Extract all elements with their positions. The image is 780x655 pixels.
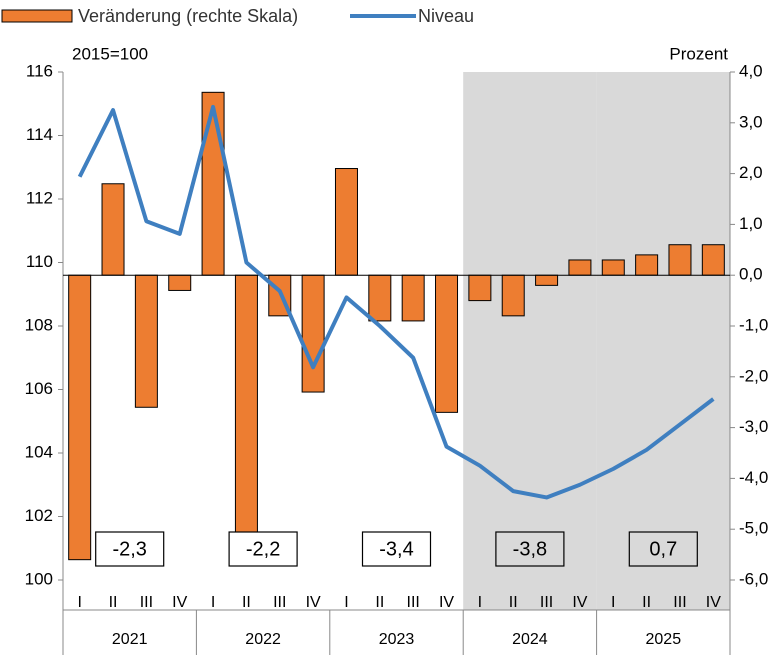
bar (501, 274, 525, 317)
y-tick-label: 110 (26, 252, 53, 271)
y-tick-label: 112 (26, 188, 53, 207)
y2-tick-label: -6,0 (739, 569, 768, 588)
y-tick-label: 114 (26, 125, 53, 144)
bar (301, 274, 325, 393)
x-tick-label: II (242, 594, 251, 611)
legend-label: Niveau (418, 6, 474, 26)
x-tick-label: I (77, 594, 81, 611)
y2-tick-label: 1,0 (739, 214, 763, 233)
bar (635, 254, 659, 276)
bar (435, 274, 459, 413)
bar (701, 244, 725, 276)
y2-tick-label: 4,0 (739, 61, 763, 80)
bar (68, 274, 92, 561)
x-tick-label: I (611, 594, 615, 611)
x-tick-label: III (540, 594, 553, 611)
y2-tick-label: -2,0 (739, 366, 768, 385)
bar (201, 91, 225, 276)
bar (101, 183, 125, 276)
y2-tick-label: -5,0 (739, 519, 768, 538)
year-label: 2023 (379, 631, 415, 648)
x-tick-label: IV (706, 594, 721, 611)
x-tick-label: IV (572, 594, 587, 611)
annual-label: -3,4 (379, 538, 413, 560)
bar (168, 274, 192, 291)
right-unit: Prozent (669, 44, 728, 63)
bar (468, 274, 492, 302)
x-tick-label: III (673, 594, 686, 611)
x-tick-label: IV (172, 594, 187, 611)
bar (568, 259, 592, 276)
y2-tick-label: -1,0 (739, 315, 768, 334)
y2-tick-label: 2,0 (739, 163, 763, 182)
annual-box (228, 531, 298, 567)
y2-tick-label: -3,0 (739, 417, 768, 436)
bar (401, 274, 425, 322)
shaded-region (596, 72, 730, 610)
annual-box (628, 531, 698, 567)
line (77, 104, 715, 500)
annual-box (95, 531, 165, 567)
bar (668, 244, 692, 276)
year-label: 2021 (112, 631, 148, 648)
x-tick-label: I (344, 594, 348, 611)
annual-label: -2,3 (112, 538, 146, 560)
x-tick-label: III (273, 594, 286, 611)
year-label: 2022 (245, 631, 281, 648)
y-tick-label: 106 (25, 379, 53, 398)
y-tick-label: 108 (25, 315, 53, 334)
bar (368, 274, 392, 322)
x-tick-label: I (211, 594, 215, 611)
y2-tick-label: 0,0 (739, 265, 763, 284)
y2-tick-label: -4,0 (739, 468, 768, 487)
x-tick-label: IV (306, 594, 321, 611)
annual-label: 0,7 (649, 538, 677, 560)
x-tick-label: III (407, 594, 420, 611)
x-tick-label: I (478, 594, 482, 611)
annual-label: -2,2 (246, 538, 280, 560)
annual-box (495, 531, 565, 567)
year-label: 2024 (512, 631, 548, 648)
x-tick-label: II (375, 594, 384, 611)
bar (134, 274, 158, 408)
bar (234, 274, 258, 556)
y-tick-label: 100 (25, 569, 53, 588)
x-tick-label: IV (439, 594, 454, 611)
x-tick-label: II (509, 594, 518, 611)
year-label: 2025 (646, 631, 682, 648)
x-tick-label: III (140, 594, 153, 611)
legend-swatch (1, 9, 73, 23)
left-unit: 2015=100 (72, 44, 148, 63)
y-tick-label: 102 (25, 506, 53, 525)
y-tick-label: 104 (25, 442, 53, 461)
x-tick-label: II (109, 594, 118, 611)
y-tick-label: 116 (26, 61, 53, 80)
x-tick-label: II (642, 594, 651, 611)
bar (601, 259, 625, 276)
bar (334, 168, 358, 276)
annual-box (361, 531, 432, 567)
shaded-region (463, 72, 597, 610)
legend-label: Veränderung (rechte Skala) (78, 6, 298, 26)
y2-tick-label: 3,0 (739, 112, 763, 131)
bar (535, 274, 559, 286)
annual-label: -3,8 (513, 538, 547, 560)
